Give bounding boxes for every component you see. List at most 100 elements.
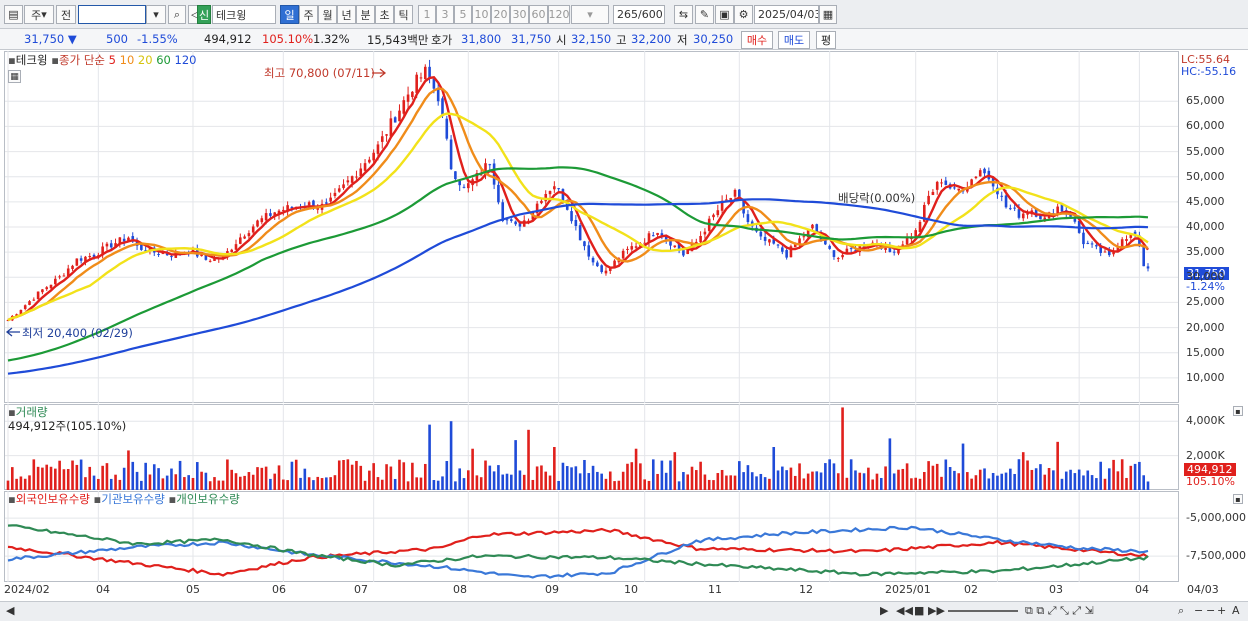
- scroll-left-icon[interactable]: ◀: [6, 604, 15, 617]
- legend-ma10: 10: [119, 53, 135, 67]
- minute-button-3[interactable]: 3: [436, 5, 454, 24]
- volume-bar: [755, 476, 758, 490]
- minute-button-30[interactable]: 30: [510, 5, 529, 24]
- legend-ma60: 60: [156, 53, 171, 67]
- layout-icon[interactable]: ▤: [4, 5, 23, 24]
- volume-bar: [1064, 471, 1068, 490]
- grid-toggle-icon[interactable]: ▦: [8, 70, 21, 83]
- candle-body: [204, 254, 208, 260]
- font-size-icon[interactable]: A: [1232, 604, 1240, 617]
- volume-bar: [505, 473, 509, 490]
- period-tab-3[interactable]: 년: [337, 5, 356, 24]
- period-tab-5[interactable]: 초: [375, 5, 394, 24]
- volume-bar: [535, 466, 539, 490]
- volume-bar: [608, 471, 612, 490]
- bid-ask-label: 호가: [431, 33, 453, 47]
- date-input[interactable]: 2025/04/03: [754, 5, 819, 24]
- volume-bar: [931, 465, 935, 490]
- search-icon[interactable]: ⌕: [168, 5, 186, 24]
- zoom-tools-icon[interactable]: ⧉ ⧉ ⤢ ⤡ ⤢ ⇲: [1025, 604, 1094, 617]
- settings-icon[interactable]: ⚙: [734, 5, 753, 24]
- volume-bar: [239, 476, 242, 490]
- zoom-out-icon[interactable]: −: [1194, 604, 1204, 617]
- volume-bar: [54, 468, 57, 490]
- stop-icon[interactable]: ■: [914, 604, 925, 617]
- period-tab-2[interactable]: 월: [318, 5, 337, 24]
- candle-body: [604, 270, 608, 274]
- volume-panel[interactable]: [4, 404, 1179, 490]
- candle-body: [62, 275, 66, 277]
- unit-select[interactable]: ▾: [571, 5, 609, 24]
- volume-bar: [690, 466, 694, 490]
- avg-button[interactable]: 평: [816, 31, 836, 49]
- price-tick-label: 50,000: [1186, 169, 1225, 183]
- volume-bar: [940, 476, 943, 490]
- candle-body: [170, 256, 173, 258]
- candle-body: [970, 179, 973, 188]
- legend-individual: 개인보유수량: [176, 492, 240, 506]
- minute-button-120[interactable]: 120: [548, 5, 570, 24]
- minute-button-20[interactable]: 20: [491, 5, 510, 24]
- zoom-search-icon[interactable]: ⌕: [1178, 604, 1185, 617]
- count-input[interactable]: 265/600: [613, 5, 665, 24]
- ma60-line: [7, 166, 1149, 362]
- volume-bar: [462, 478, 466, 490]
- zoom-in-icon[interactable]: +: [1217, 604, 1227, 617]
- period-tab-4[interactable]: 분: [356, 5, 375, 24]
- low-annotation: 최저 20,400 (02/29): [22, 326, 133, 340]
- volume-bar: [763, 477, 767, 490]
- high-annotation: 최고 70,800 (07/11): [264, 66, 375, 80]
- zoom-reset-icon[interactable]: −: [1206, 604, 1216, 617]
- calendar-icon[interactable]: ▦: [819, 5, 837, 24]
- forward-icon[interactable]: ▶▶: [928, 604, 945, 617]
- stock-code-input[interactable]: 089030: [78, 5, 146, 24]
- scroll-bar[interactable]: ◀ ▶ ◀◀ ■ ▶▶ ⧉ ⧉ ⤢ ⤡ ⤢ ⇲ ⌕ − − + A: [0, 601, 1248, 621]
- code-dropdown-icon[interactable]: ▾: [146, 5, 166, 24]
- x-tick-label: 08: [453, 583, 467, 596]
- minute-button-10[interactable]: 10: [472, 5, 491, 24]
- market-select[interactable]: 주 ▾: [24, 5, 54, 24]
- candle-body: [239, 237, 242, 244]
- period-tab-0[interactable]: 일: [280, 5, 299, 24]
- rewind-icon[interactable]: ◀◀: [896, 604, 913, 617]
- candle-body: [613, 260, 616, 269]
- candle-body: [131, 236, 135, 242]
- minute-button-60[interactable]: 60: [529, 5, 548, 24]
- sell-button[interactable]: 매도: [778, 31, 810, 49]
- candle-body: [161, 253, 165, 255]
- volume-bar: [1013, 473, 1016, 490]
- period-tab-6[interactable]: 틱: [394, 5, 413, 24]
- volume-bar: [88, 466, 92, 490]
- compare-icon[interactable]: ⇆: [674, 5, 693, 24]
- candle-body: [548, 191, 552, 195]
- minute-button-1[interactable]: 1: [418, 5, 436, 24]
- last-price-badge: 31,750: [1184, 267, 1229, 280]
- candle-body: [1009, 208, 1012, 210]
- volume-bar: [432, 480, 436, 490]
- stock-name-field[interactable]: 테크윙: [212, 5, 276, 24]
- candle-body: [905, 237, 909, 245]
- candle-body: [1129, 233, 1133, 238]
- minute-button-5[interactable]: 5: [454, 5, 472, 24]
- volume-bar: [303, 468, 307, 490]
- holdings-panel-close-icon[interactable]: ▪: [1233, 494, 1243, 504]
- volume-bar: [966, 472, 969, 490]
- candle-body: [1004, 195, 1008, 208]
- draw-icon[interactable]: ✎: [695, 5, 714, 24]
- volume-bar: [1082, 475, 1085, 490]
- volume-bar: [1125, 477, 1128, 490]
- save-icon[interactable]: ▣: [715, 5, 734, 24]
- period-tab-1[interactable]: 주: [299, 5, 318, 24]
- play-icon[interactable]: ▶: [880, 604, 889, 617]
- volume-bar: [127, 450, 130, 490]
- volume-bar: [729, 475, 733, 490]
- prev-button[interactable]: 전: [56, 5, 76, 24]
- speed-slider[interactable]: [948, 610, 1018, 612]
- volume-bar: [118, 479, 122, 490]
- candle-body: [578, 225, 582, 241]
- candle-body: [290, 207, 294, 209]
- volume-bar: [656, 473, 659, 490]
- buy-button[interactable]: 매수: [741, 31, 773, 49]
- candle-body: [789, 246, 793, 258]
- volume-panel-close-icon[interactable]: ▪: [1233, 406, 1243, 416]
